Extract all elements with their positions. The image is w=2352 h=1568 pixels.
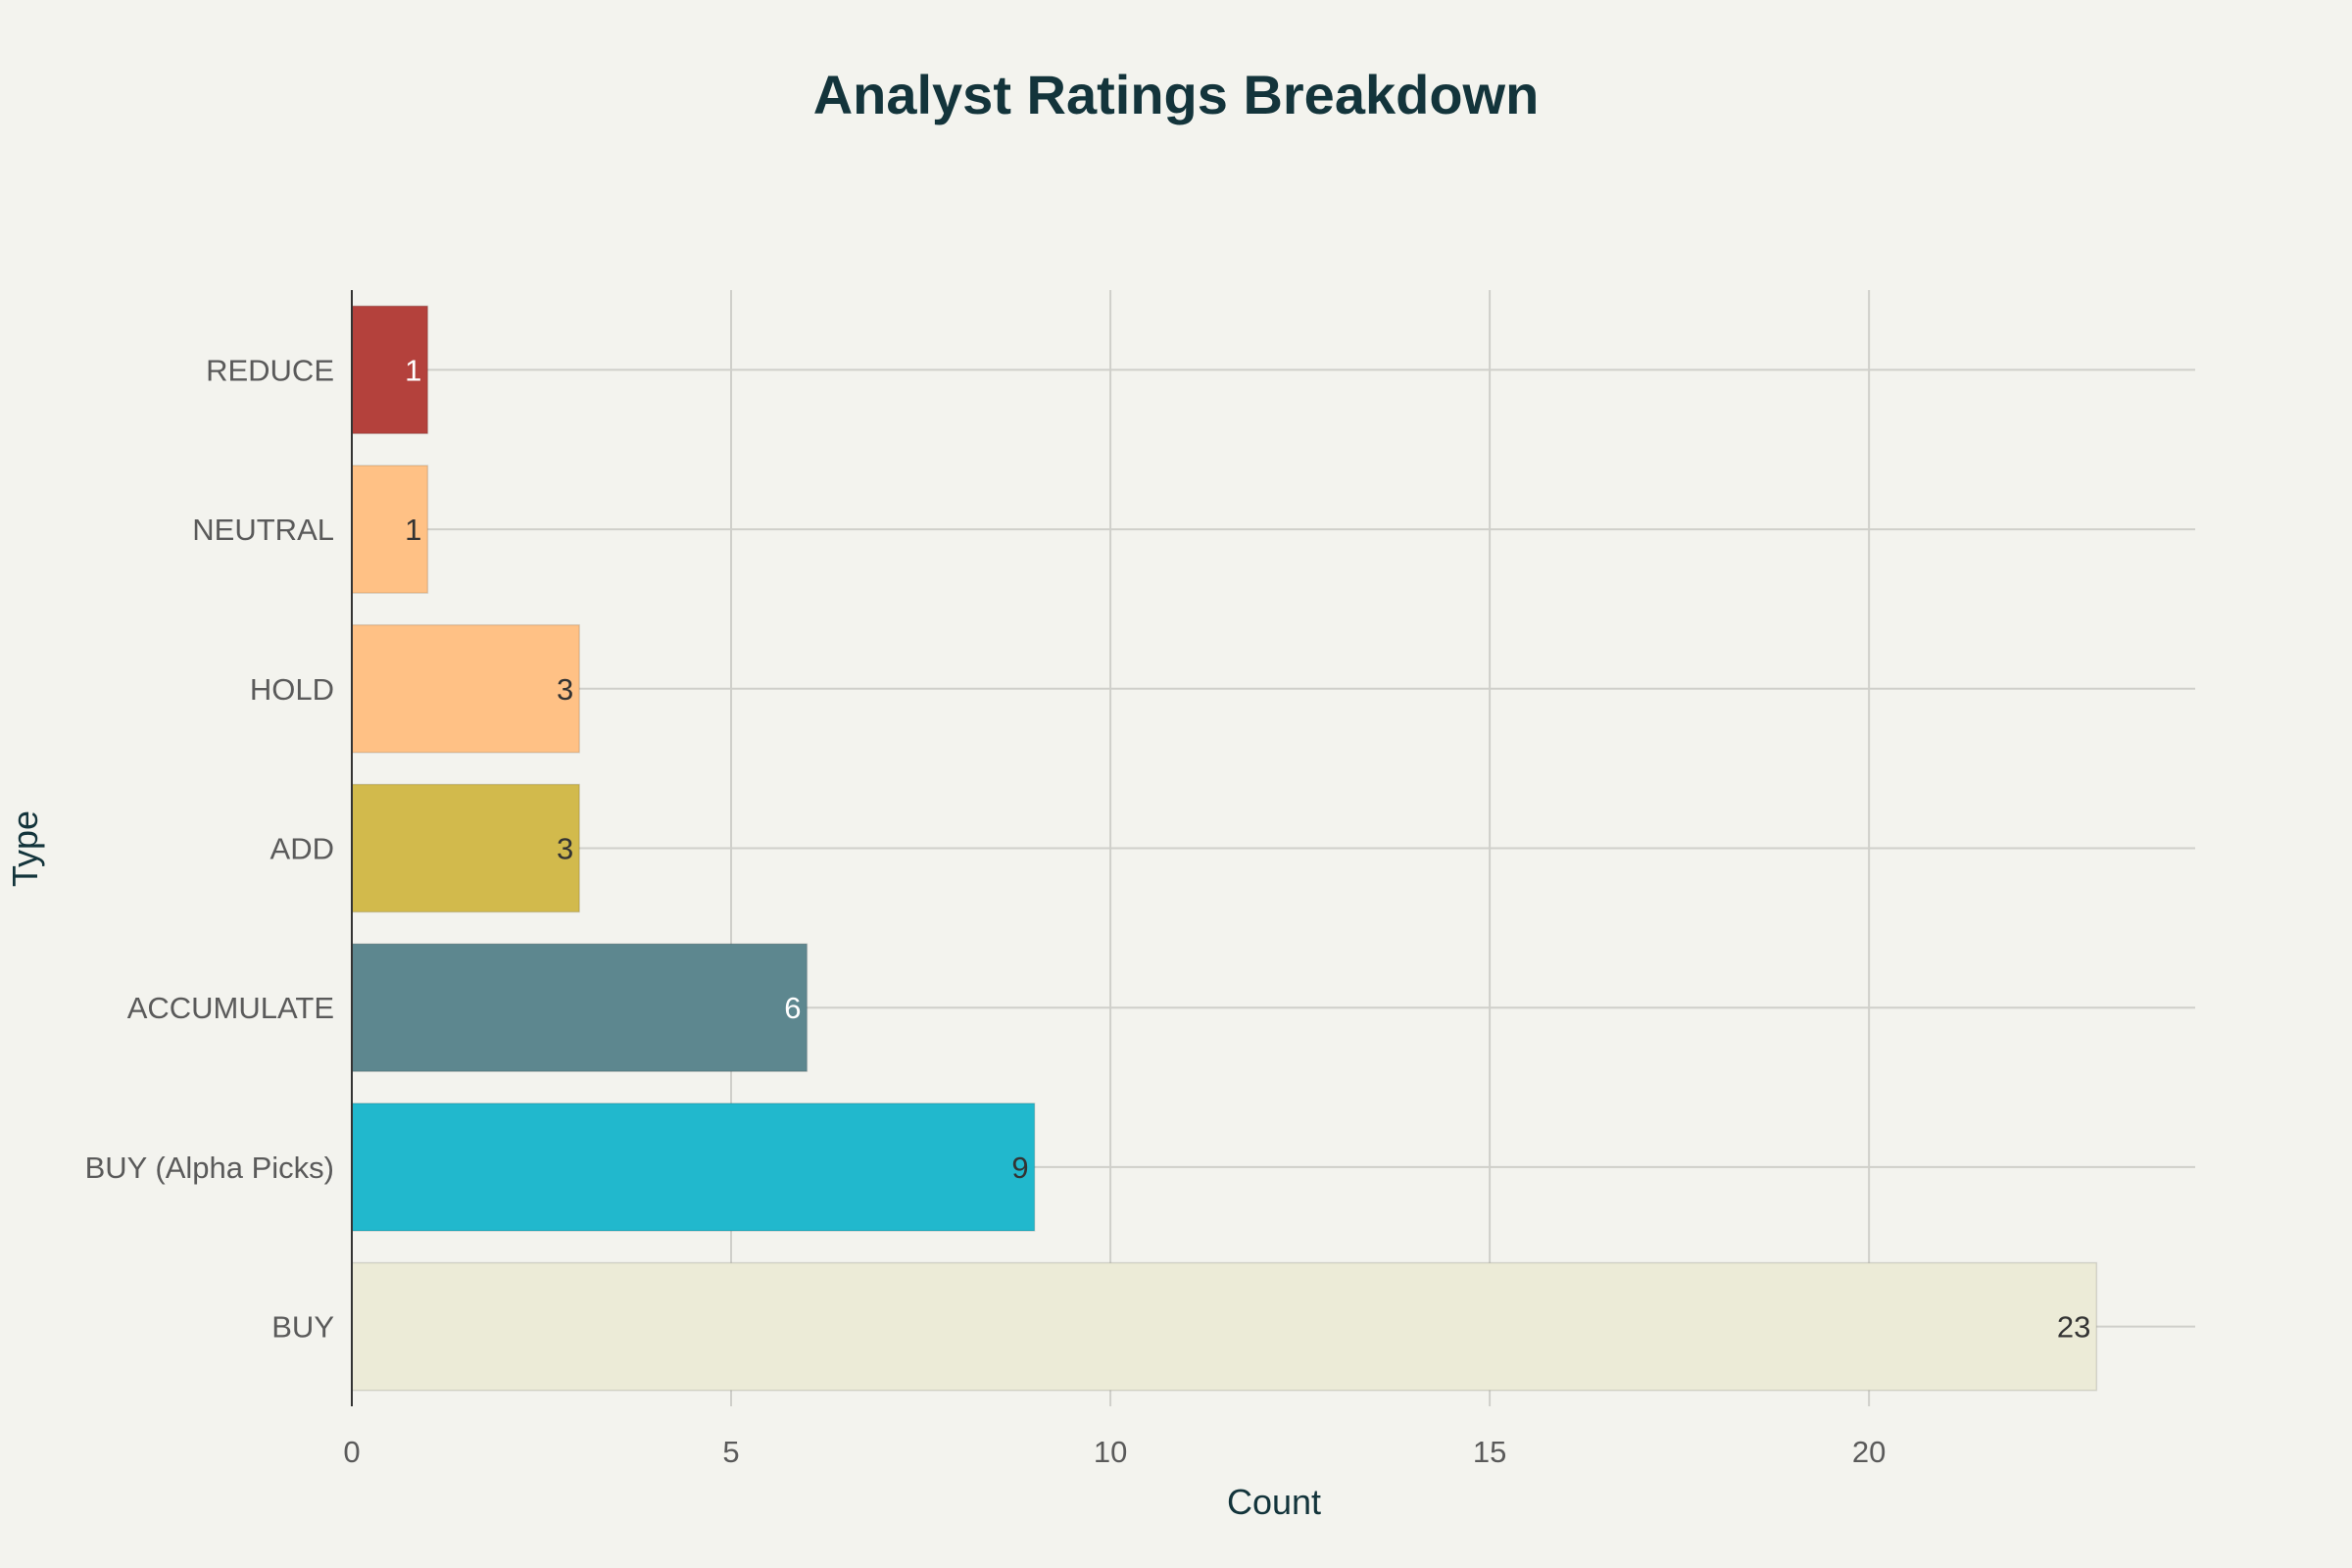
x-tick-label: 20 (1852, 1435, 1886, 1469)
bar-add (351, 783, 580, 913)
chart-title: Analyst Ratings Breakdown (813, 64, 1540, 125)
y-tick-label: BUY (271, 1310, 334, 1345)
y-tick-label: REDUCE (206, 353, 334, 387)
bar-value-label: 3 (557, 832, 573, 866)
x-axis-title: Count (1227, 1482, 1321, 1522)
bar-reduce (351, 305, 429, 435)
bar-accumulate (351, 943, 808, 1073)
y-axis-title: Type (5, 810, 45, 887)
bar-hold (351, 623, 580, 754)
y-tick-label: NEUTRAL (192, 513, 334, 547)
bars (351, 305, 2098, 1392)
bar-value-label: 1 (405, 353, 421, 387)
x-tick-label: 15 (1473, 1435, 1506, 1469)
bar-buy-alpha-picks (351, 1102, 1036, 1232)
bar-value-label: 9 (1011, 1151, 1028, 1185)
x-tick-label: 10 (1094, 1435, 1127, 1469)
bar-value-label: 6 (784, 991, 801, 1025)
y-tick-label: HOLD (250, 672, 334, 707)
bar-value-label: 23 (2057, 1310, 2090, 1345)
bar-buy (351, 1261, 2098, 1392)
x-tick-label: 5 (722, 1435, 739, 1469)
bar-value-label: 1 (405, 513, 421, 547)
grid-lines (352, 290, 2195, 1406)
y-tick-label: BUY (Alpha Picks) (85, 1151, 334, 1185)
x-axis-tick-labels: 0 5 10 15 20 (343, 1435, 1886, 1469)
y-axis-tick-labels: BUY BUY (Alpha Picks) ACCUMULATE ADD HOLD NEU… (85, 353, 334, 1344)
x-tick-label: 0 (343, 1435, 360, 1469)
bar-value-label: 3 (557, 672, 573, 707)
y-tick-label: ADD (270, 832, 334, 866)
bar-value-labels: 23 9 6 3 3 1 1 (405, 353, 2090, 1344)
y-tick-label: ACCUMULATE (127, 991, 334, 1025)
